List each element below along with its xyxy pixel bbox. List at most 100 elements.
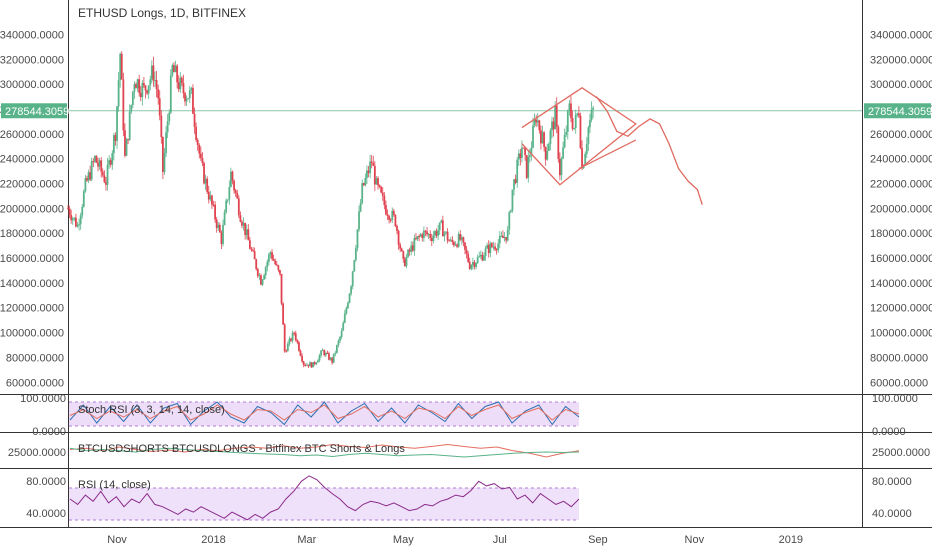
last-price-right-text: 278544.3059 [868,106,932,118]
left-price-axis: 60000.0000 80000.0000 100000.0000 120000.00… [0,29,64,389]
candle-body [418,236,421,238]
candle-body [427,233,430,235]
time-axis: Nov 2018 Mar May Jul Sep Nov 2019 [107,534,803,546]
candle-body [305,364,308,366]
stoch-axis: 100.0000 0.0000 100.0000 0.0000 [20,393,918,438]
candle-body [579,115,582,148]
candle-body [530,147,533,156]
candle-body [573,127,576,129]
candle-body [484,248,487,257]
last-price-left-text: 278544.3059 [5,106,69,118]
candle-body [422,230,425,239]
candle-body [141,82,144,98]
candle-body [543,132,545,147]
candle-body [435,231,438,236]
candle-body [176,65,179,83]
candle-body [111,153,114,165]
candle-body [98,160,101,167]
candle-body [106,164,109,185]
candle-body [301,355,303,362]
candle-body [286,343,289,352]
candle-body [552,121,555,130]
candle-body [462,237,465,243]
candle-body [138,79,141,93]
candle-body [381,192,384,196]
candle-body [228,187,231,200]
candle-body [215,219,218,228]
candle-body [90,161,93,180]
candle-body [337,340,340,346]
longs-line [69,447,580,458]
candle-body [533,119,536,126]
price-tick-right: 60000.0000 [870,377,928,389]
candle-body [274,260,277,265]
candle-body [244,222,247,236]
candle-body [432,235,435,241]
candle-body [70,215,73,221]
candle-body [370,161,373,163]
rsi-axis: 80.0000 40.0000 80.0000 40.0000 [26,476,912,520]
shorts-longs-axis: 25000.0000 25000.0000 [8,447,930,459]
candle-body [525,155,528,178]
candles [67,51,595,368]
candle-body [339,336,341,341]
candle-body [544,146,547,160]
candle-body [402,251,405,259]
candle-body [315,362,318,365]
candle-body [354,248,357,261]
rsi-line [69,475,580,521]
candle-body [237,198,240,216]
candle-body [557,126,560,159]
stoch-k-line [69,401,580,426]
candle-body [253,251,256,260]
candle-body [234,190,237,193]
candle-body [581,147,583,169]
time-tick: Nov [685,534,705,546]
candle-body [168,112,171,122]
price-tick-right: 160000.0000 [870,253,932,265]
candle-body [198,145,201,154]
sl-tick-left: 25000.0000 [8,447,66,459]
candle-body [184,93,186,102]
candle-body [158,98,161,116]
candle-body [396,226,398,231]
price-panel[interactable] [68,0,862,394]
stoch-tick-0-right: 0.0000 [872,426,906,438]
candle-body [222,224,224,245]
candle-body [87,172,90,181]
candle-body [269,252,272,255]
price-tick-right: 200000.0000 [870,203,932,215]
candle-body [473,262,476,267]
candle-body [429,233,432,239]
candle-body [392,210,395,215]
candle-body [290,338,292,341]
candle-body [517,153,520,160]
candle-body [264,267,267,276]
price-tick-right: 80000.0000 [870,352,928,364]
candle-body [112,135,115,154]
candle-body [92,161,95,163]
candle-body [388,215,390,220]
candle-body [267,254,270,262]
candle-body [348,293,351,303]
price-tick-left: 140000.0000 [0,278,64,290]
wedge-lower-line [578,139,637,170]
time-tick: Mar [297,534,316,546]
candle-body [279,270,281,274]
candle-body [460,237,463,240]
candle-body [226,199,229,201]
candle-body [546,151,549,160]
candle-body [478,256,481,258]
candle-body [296,340,299,343]
candle-body [380,186,383,193]
candle-body [139,92,142,98]
candle-body [231,171,234,182]
candle-body [143,82,145,86]
candle-body [361,183,364,204]
candle-body [109,160,112,165]
candle-body [173,65,175,73]
candle-body [310,362,313,368]
candle-body [255,259,258,270]
candle-body [481,254,484,261]
